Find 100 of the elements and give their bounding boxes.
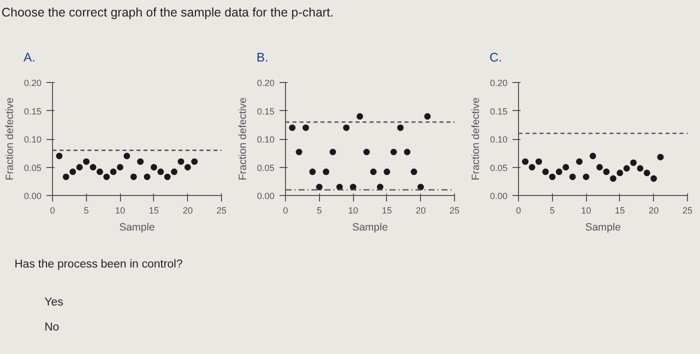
point xyxy=(70,168,76,176)
x-axis-title: Sample xyxy=(585,222,621,234)
y-tick-label: 0.15 xyxy=(24,106,42,116)
y-axis-title: Fraction defective xyxy=(470,97,482,180)
point xyxy=(404,148,410,156)
chart-title: A. xyxy=(24,50,36,64)
point xyxy=(289,124,296,131)
point xyxy=(130,174,137,180)
point xyxy=(410,168,418,176)
text: Has the process been in control? xyxy=(14,258,183,270)
y-axis-title: Fraction defective xyxy=(4,97,16,180)
point xyxy=(528,164,536,170)
x-tick-label: 15 xyxy=(148,206,159,216)
y-tick-label: 0.00 xyxy=(490,191,508,201)
point xyxy=(363,148,370,156)
point xyxy=(536,158,542,165)
point xyxy=(316,184,323,190)
text: No xyxy=(44,322,60,334)
point xyxy=(582,174,590,180)
point xyxy=(610,175,616,182)
text: Choose the correct graph of the sample data for the p-chart. xyxy=(2,6,334,20)
x-tick-label: 20 xyxy=(416,206,426,216)
point xyxy=(110,168,117,176)
point xyxy=(302,124,310,131)
point xyxy=(62,174,70,180)
y-tick-label: 0.00 xyxy=(256,191,275,201)
point xyxy=(603,168,610,176)
y-tick-label: 0.05 xyxy=(24,162,42,173)
x-tick-label: 5 xyxy=(84,206,89,216)
point xyxy=(556,168,562,176)
y-tick-label: 0.00 xyxy=(24,191,42,201)
point xyxy=(590,152,596,160)
point xyxy=(390,148,397,156)
point xyxy=(549,174,556,180)
x-tick-label: 0 xyxy=(516,206,522,216)
point xyxy=(90,164,96,170)
x-tick-label: 0 xyxy=(282,206,288,216)
point xyxy=(650,175,657,182)
point xyxy=(596,164,603,170)
point xyxy=(144,174,150,180)
x-tick-label: 5 xyxy=(550,206,555,216)
x-tick-label: 15 xyxy=(382,206,392,216)
point xyxy=(576,158,583,165)
point xyxy=(330,148,336,156)
point xyxy=(562,164,570,170)
y-tick-label: 0.10 xyxy=(490,134,508,144)
y-tick-label: 0.20 xyxy=(490,78,508,88)
x-tick-label: 25 xyxy=(449,206,460,216)
point xyxy=(157,168,164,176)
point xyxy=(356,113,364,120)
point xyxy=(542,168,549,176)
y-tick-label: 0.10 xyxy=(256,134,275,144)
chart-title: C. xyxy=(490,50,502,64)
y-tick-label: 0.15 xyxy=(256,106,275,116)
point xyxy=(636,165,644,172)
point xyxy=(296,148,302,156)
y-tick-label: 0.05 xyxy=(256,162,275,173)
point xyxy=(191,158,198,165)
x-tick-label: 0 xyxy=(50,206,56,216)
point xyxy=(56,152,63,160)
x-tick-label: 10 xyxy=(348,206,358,216)
x-tick-label: 5 xyxy=(316,206,322,216)
point xyxy=(116,164,124,170)
point xyxy=(309,168,316,176)
x-tick-label: 20 xyxy=(182,206,193,216)
point xyxy=(164,174,171,180)
point xyxy=(76,164,83,170)
x-tick-label: 25 xyxy=(682,206,693,216)
point xyxy=(150,164,158,170)
point xyxy=(103,174,110,180)
point xyxy=(623,165,630,172)
x-tick-label: 10 xyxy=(581,206,592,216)
y-tick-label: 0.15 xyxy=(490,106,508,116)
point xyxy=(96,168,104,176)
x-tick-label: 25 xyxy=(216,206,227,216)
point xyxy=(343,124,350,131)
point xyxy=(417,184,424,190)
x-tick-label: 15 xyxy=(614,206,625,216)
point xyxy=(397,124,404,131)
text: Yes xyxy=(44,296,64,308)
point xyxy=(657,154,664,160)
y-axis-title: Fraction defective xyxy=(236,97,249,180)
x-axis-title: Sample xyxy=(352,222,388,234)
point xyxy=(616,170,624,176)
chart-title: B. xyxy=(256,50,268,64)
y-tick-label: 0.20 xyxy=(256,78,275,88)
x-tick-label: 10 xyxy=(115,206,126,216)
point xyxy=(384,168,390,176)
point xyxy=(137,158,144,165)
point xyxy=(424,113,431,120)
point xyxy=(170,168,178,176)
point xyxy=(630,159,637,166)
point xyxy=(370,168,377,176)
y-tick-label: 0.10 xyxy=(24,134,42,144)
point xyxy=(569,174,576,180)
point xyxy=(83,158,90,165)
point xyxy=(178,158,184,165)
point xyxy=(124,152,130,160)
y-tick-label: 0.05 xyxy=(490,162,508,173)
point xyxy=(184,164,191,170)
